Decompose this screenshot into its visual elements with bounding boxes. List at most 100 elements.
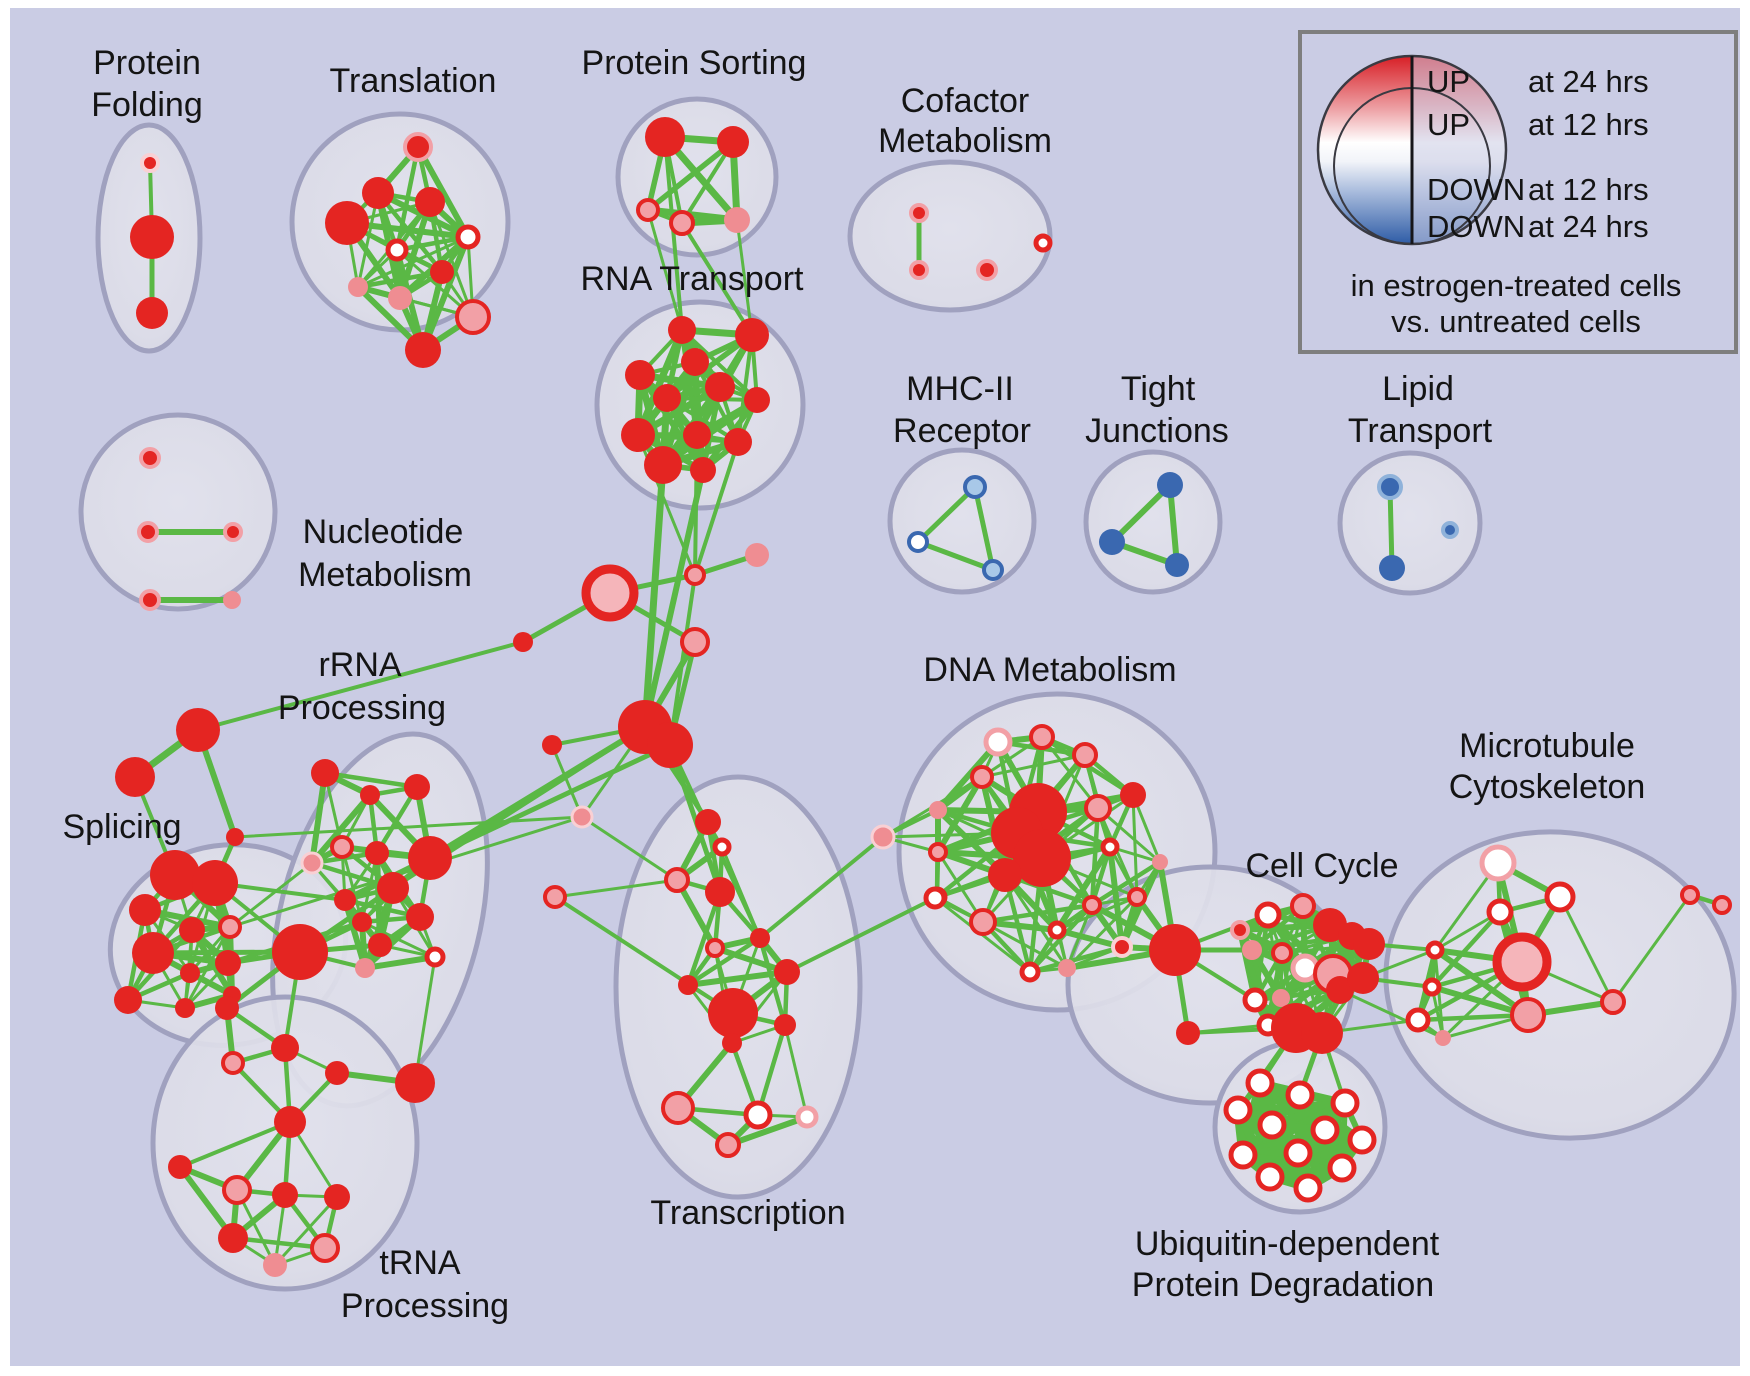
node-ub-11 <box>1293 1173 1323 1203</box>
node-dna-19 <box>1111 936 1133 958</box>
node-tr-4 <box>774 959 800 985</box>
node-tr-6 <box>722 1033 742 1053</box>
cluster-label-cof-1: Metabolism <box>878 122 1052 160</box>
legend-caption-0: in estrogen-treated cells <box>1351 268 1682 303</box>
edge <box>980 753 1087 779</box>
node-tl-8 <box>430 260 454 284</box>
node-mt-9 <box>1435 1030 1451 1046</box>
edge <box>1054 844 1113 933</box>
node-rna-1 <box>735 318 769 352</box>
node-tr-0 <box>705 938 725 958</box>
edge <box>553 895 735 1015</box>
node-tn-5 <box>274 1106 306 1138</box>
node-s-6 <box>180 963 200 983</box>
node-nuc-0 <box>139 447 161 469</box>
node-ub-5 <box>1310 1115 1340 1145</box>
node-r-1 <box>360 785 380 805</box>
node-s-9 <box>175 998 195 1018</box>
node-tn-8 <box>272 1182 298 1208</box>
nodes <box>114 117 1732 1277</box>
node-k-13 <box>176 708 220 752</box>
node-tj-0 <box>1157 472 1183 498</box>
cluster-label-nuc-0: Nucleotide <box>303 513 464 551</box>
cluster-label-mhc-1: Receptor <box>893 412 1031 450</box>
edge <box>228 815 584 929</box>
node-rna-2 <box>681 348 709 376</box>
node-ub-4 <box>1257 1110 1287 1140</box>
edge <box>415 144 471 240</box>
node-dna-4 <box>929 801 947 819</box>
node-dna-2 <box>1072 742 1098 768</box>
node-cc-15 <box>1301 1012 1343 1054</box>
node-cof-2 <box>976 259 998 281</box>
node-k-4 <box>581 564 639 622</box>
node-dna-9 <box>1013 829 1071 887</box>
node-tn-2 <box>271 1034 299 1062</box>
node-s-8 <box>114 986 142 1014</box>
node-s-1 <box>192 860 238 906</box>
edge <box>755 1022 788 1118</box>
cluster-label-dna-0: DNA Metabolism <box>923 651 1176 689</box>
edge <box>233 815 584 839</box>
edge <box>309 770 328 866</box>
cluster-label-mt-0: Microtubule <box>1459 727 1635 765</box>
node-ub-0 <box>1245 1068 1275 1098</box>
legend-direction-0: UP <box>1427 64 1470 99</box>
node-dna-10 <box>988 858 1022 892</box>
legend-direction-3: DOWN <box>1427 209 1525 244</box>
edge <box>680 221 754 337</box>
node-tn-11 <box>310 1233 340 1263</box>
node-dna-11 <box>1100 837 1120 857</box>
node-ub-10 <box>1255 1162 1285 1192</box>
node-k-7 <box>680 627 710 657</box>
node-nuc-3 <box>139 589 161 611</box>
node-tl-1 <box>362 177 394 209</box>
node-k-2 <box>647 722 693 768</box>
node-dna-22 <box>1149 924 1201 976</box>
node-tr-12 <box>712 837 732 857</box>
edge <box>178 1120 292 1169</box>
node-tn-9 <box>324 1184 350 1210</box>
legend-time-0: at 24 hrs <box>1528 64 1649 99</box>
edge <box>1387 484 1395 571</box>
node-tl-0 <box>403 132 433 162</box>
edge <box>1429 909 1503 990</box>
edge <box>685 889 723 988</box>
node-r-13 <box>355 958 375 978</box>
node-k-6 <box>745 543 769 567</box>
node-tn-6 <box>168 1155 192 1179</box>
node-k-12 <box>923 886 947 910</box>
node-k-5 <box>684 564 706 586</box>
edge <box>641 461 667 731</box>
node-tl-10 <box>405 332 441 368</box>
node-dna-1 <box>1029 724 1055 750</box>
node-rna-8 <box>683 421 711 449</box>
node-s-4 <box>218 915 242 939</box>
node-pf-1 <box>130 215 174 259</box>
legend-direction-1: UP <box>1427 107 1470 142</box>
node-mt-0 <box>1479 844 1517 882</box>
cluster-label-mhc-0: MHC-II <box>906 370 1014 408</box>
cluster-labels: Protein Folding Translation Protein Sorting… <box>62 44 1645 1325</box>
node-k-0 <box>272 924 328 980</box>
node-ub-1 <box>1285 1080 1315 1110</box>
node-dna-18 <box>1127 887 1147 907</box>
edge <box>1131 793 1139 899</box>
cluster-ellipse-lip <box>1337 450 1483 596</box>
cluster-label-cof-0: Cofactor <box>901 82 1030 120</box>
edge <box>1558 895 1615 1004</box>
node-dna-0 <box>983 727 1013 757</box>
node-ub-3 <box>1223 1095 1253 1125</box>
node-cc-9 <box>1326 976 1354 1004</box>
node-tn-3 <box>325 1061 349 1085</box>
node-cc-0 <box>1254 901 1282 929</box>
edge <box>228 861 314 929</box>
node-rna-10 <box>644 446 682 484</box>
edge <box>356 235 470 289</box>
node-mt-5 <box>1422 977 1442 997</box>
node-nuc-2 <box>223 522 243 542</box>
edge <box>783 1023 809 1119</box>
node-lip-1 <box>1379 555 1405 581</box>
node-rna-7 <box>621 418 655 452</box>
